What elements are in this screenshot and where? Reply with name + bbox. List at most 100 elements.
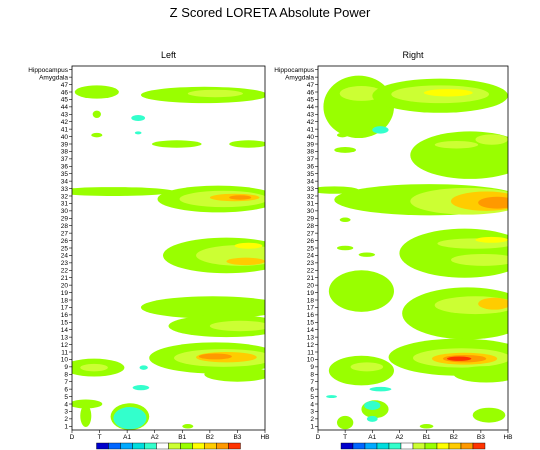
y-tick-label: 28 bbox=[61, 223, 69, 230]
y-tick-label: 22 bbox=[307, 268, 315, 275]
heatmap-region bbox=[131, 115, 146, 121]
y-tick-label: 26 bbox=[307, 238, 315, 245]
y-tick-label: 7 bbox=[310, 379, 314, 386]
y-tick-label: 45 bbox=[307, 97, 315, 104]
heatmap-region bbox=[80, 404, 92, 428]
colorbar-swatch bbox=[400, 442, 414, 450]
colorbar-swatch bbox=[460, 442, 474, 450]
colorbar-swatch bbox=[388, 442, 402, 450]
x-tick-label: T bbox=[343, 434, 347, 441]
y-tick-label: 9 bbox=[310, 364, 314, 371]
heatmap-region bbox=[234, 242, 263, 249]
heatmap-region bbox=[134, 131, 142, 135]
heatmap-region bbox=[434, 141, 479, 149]
y-tick-label: 15 bbox=[307, 320, 315, 327]
heatmap-region bbox=[472, 407, 506, 423]
heatmap-region bbox=[366, 415, 378, 422]
heatmap-region bbox=[318, 186, 359, 194]
heatmap-region bbox=[72, 399, 103, 409]
y-tick-label: 13 bbox=[307, 334, 315, 341]
heatmap-region bbox=[419, 424, 434, 429]
y-tick-label: 23 bbox=[307, 260, 315, 267]
y-tick-label: 14 bbox=[307, 327, 315, 334]
heatmap-region bbox=[423, 89, 473, 97]
heatmap-region bbox=[337, 132, 348, 138]
y-tick-label: 21 bbox=[307, 275, 315, 282]
colorbar-swatch bbox=[436, 442, 450, 450]
colorbar-swatch bbox=[228, 442, 241, 450]
colorbar-swatch bbox=[132, 442, 145, 450]
y-tick-label: 40 bbox=[61, 134, 69, 141]
y-tick-label: 40 bbox=[307, 134, 315, 141]
x-tick-label: D bbox=[70, 434, 75, 441]
y-tick-label: 44 bbox=[307, 104, 315, 111]
heatmap-regions bbox=[72, 85, 265, 430]
x-tick-label: A1 bbox=[368, 434, 376, 441]
y-tick-label: 33 bbox=[61, 186, 69, 193]
y-tick-label: 11 bbox=[307, 349, 314, 356]
colorbar-swatch bbox=[352, 442, 366, 450]
heatmap-region bbox=[339, 86, 384, 101]
y-tick-label: 11 bbox=[61, 349, 68, 356]
heatmap-region bbox=[364, 401, 381, 410]
colorbar-right bbox=[340, 442, 486, 450]
y-tick-label: 19 bbox=[307, 290, 315, 297]
y-tick-label: 34 bbox=[307, 178, 315, 185]
y-tick-label: 33 bbox=[307, 186, 315, 193]
colorbar-swatch bbox=[144, 442, 157, 450]
x-tick-label: A1 bbox=[123, 434, 131, 441]
y-tick-label: 29 bbox=[307, 216, 315, 223]
heatmap-region bbox=[446, 356, 472, 361]
colorbar-swatch bbox=[120, 442, 133, 450]
y-tick-label: 21 bbox=[61, 275, 69, 282]
y-tick-label: 30 bbox=[307, 208, 315, 215]
heatmap-region bbox=[328, 270, 394, 312]
y-tick-label: 12 bbox=[61, 342, 69, 349]
heatmap-region bbox=[410, 131, 508, 179]
y-tick-label: 31 bbox=[307, 201, 315, 208]
y-tick-label: Amygdala bbox=[39, 74, 68, 81]
x-tick-label: A2 bbox=[395, 434, 403, 441]
y-tick-label: 37 bbox=[307, 156, 315, 163]
heatmap-region bbox=[92, 110, 101, 118]
heatmap-region bbox=[226, 257, 265, 266]
y-tick-label: 2 bbox=[310, 416, 314, 423]
heatmap-region bbox=[334, 146, 356, 153]
heatmap-region bbox=[475, 236, 508, 243]
y-tick-label: 39 bbox=[61, 141, 69, 148]
y-tick-label: 26 bbox=[61, 238, 69, 245]
colorbar-swatch bbox=[424, 442, 438, 450]
y-tick-label: 25 bbox=[307, 245, 315, 252]
colorbar-swatch bbox=[364, 442, 378, 450]
heatmap-region bbox=[113, 406, 147, 430]
heatmap-region bbox=[91, 132, 103, 138]
colorbar-swatch bbox=[472, 442, 486, 450]
x-tick-label: B1 bbox=[423, 434, 431, 441]
y-tick-label: 45 bbox=[61, 97, 69, 104]
heatmap-region bbox=[80, 363, 108, 372]
colorbar-left bbox=[96, 442, 241, 450]
colorbar-swatch bbox=[376, 442, 390, 450]
y-tick-label: 38 bbox=[61, 149, 69, 156]
y-tick-label: 18 bbox=[307, 297, 315, 304]
y-tick-label: 13 bbox=[61, 334, 69, 341]
y-tick-label: 46 bbox=[61, 89, 69, 96]
y-tick-label: 46 bbox=[307, 89, 315, 96]
y-tick-label: 15 bbox=[61, 320, 69, 327]
y-tick-label: 35 bbox=[307, 171, 315, 178]
y-tick-label: 27 bbox=[61, 230, 69, 237]
y-tick-label: Hippocampus bbox=[28, 67, 68, 74]
colorbar-swatch bbox=[168, 442, 181, 450]
y-tick-label: 30 bbox=[61, 208, 69, 215]
y-tick-label: 17 bbox=[307, 305, 315, 312]
y-tick-label: 32 bbox=[307, 193, 315, 200]
y-tick-label: 42 bbox=[61, 119, 69, 126]
y-tick-label: 31 bbox=[61, 201, 69, 208]
y-tick-label: Hippocampus bbox=[274, 67, 314, 74]
y-tick-label: Amygdala bbox=[285, 74, 314, 81]
colorbar-swatch bbox=[180, 442, 193, 450]
y-tick-label: 10 bbox=[61, 357, 69, 364]
colorbar-swatch bbox=[96, 442, 109, 450]
